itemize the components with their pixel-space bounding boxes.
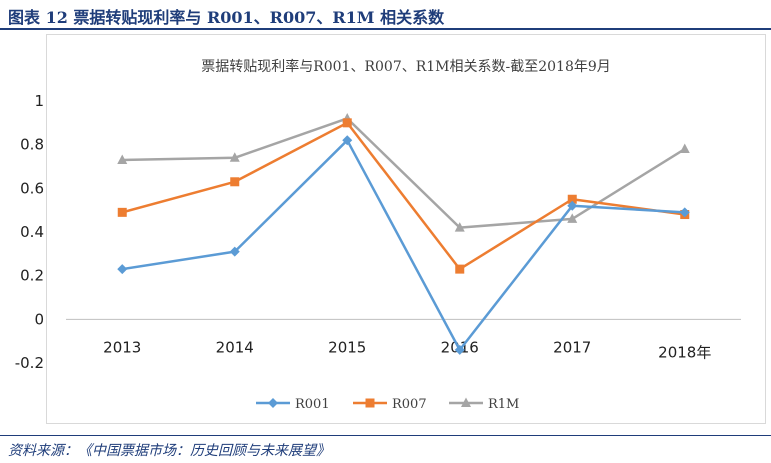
y-tick-label: -0.2 — [15, 354, 44, 372]
y-tick-label: 0.4 — [20, 223, 44, 241]
y-tick-label: 0.8 — [20, 136, 44, 154]
footer-rule — [0, 435, 771, 436]
source-note: 资料来源：《中国票据市场：历史回顾与未来展望》 — [8, 443, 330, 459]
series-r1m — [117, 112, 690, 232]
figure-header: 图表 12 票据转贴现利率与 R001、R007、R1M 相关系数 — [0, 0, 771, 30]
data-point-r007 — [567, 194, 577, 204]
legend-label-r1m: R1M — [488, 397, 519, 412]
series-line-r007 — [121, 121, 685, 271]
legend-item-r007: R007 — [353, 397, 427, 412]
y-tick-label: 0.6 — [20, 179, 44, 197]
legend-label-r007: R007 — [392, 397, 427, 412]
data-point-r007 — [117, 207, 127, 217]
data-point-r001 — [117, 264, 128, 275]
data-point-r007 — [342, 118, 352, 128]
x-tick-label: 2013 — [103, 338, 141, 356]
x-tick-label: 2014 — [216, 338, 254, 356]
series-r001 — [117, 135, 690, 355]
series-layer — [117, 112, 690, 355]
x-axis: 201320142015201620172018年 — [103, 338, 711, 361]
data-point-r001 — [454, 344, 465, 355]
data-point-r1m — [454, 222, 465, 232]
x-tick-label: 2017 — [553, 338, 591, 356]
chart-title: 票据转贴现利率与R001、R007、R1M相关系数-截至2018年9月 — [201, 58, 611, 75]
legend: R001 R007 R1M — [256, 397, 519, 412]
legend-label-r001: R001 — [295, 397, 330, 412]
y-axis: -0.2 0 0.2 0.4 0.6 0.8 1 — [15, 92, 44, 372]
legend-item-r001: R001 — [256, 397, 330, 412]
data-point-r1m — [117, 154, 128, 164]
y-tick-label: 1 — [34, 92, 44, 110]
data-point-r1m — [567, 213, 578, 223]
x-tick-label: 2018年 — [658, 343, 711, 361]
data-point-r001 — [229, 246, 240, 257]
data-point-r007 — [455, 264, 465, 274]
data-point-r001 — [567, 200, 578, 211]
legend-item-r1m: R1M — [449, 397, 519, 412]
data-point-r1m — [229, 152, 240, 162]
data-point-r001 — [679, 207, 690, 218]
x-tick-label: 2015 — [328, 338, 366, 356]
series-r007 — [117, 118, 690, 274]
y-tick-label: 0.2 — [20, 267, 44, 285]
y-tick-label: 0 — [34, 310, 44, 328]
chart-frame — [46, 34, 766, 424]
series-line-r001 — [122, 139, 685, 352]
legend-marker-r1m — [461, 397, 471, 407]
legend-marker-r001 — [268, 398, 278, 408]
figure-title: 图表 12 票据转贴现利率与 R001、R007、R1M 相关系数 — [8, 8, 445, 27]
data-point-r001 — [342, 135, 353, 146]
series-line-r1m — [122, 117, 686, 229]
data-point-r007 — [230, 177, 240, 187]
legend-marker-r007 — [365, 398, 375, 408]
data-point-r1m — [679, 143, 690, 154]
